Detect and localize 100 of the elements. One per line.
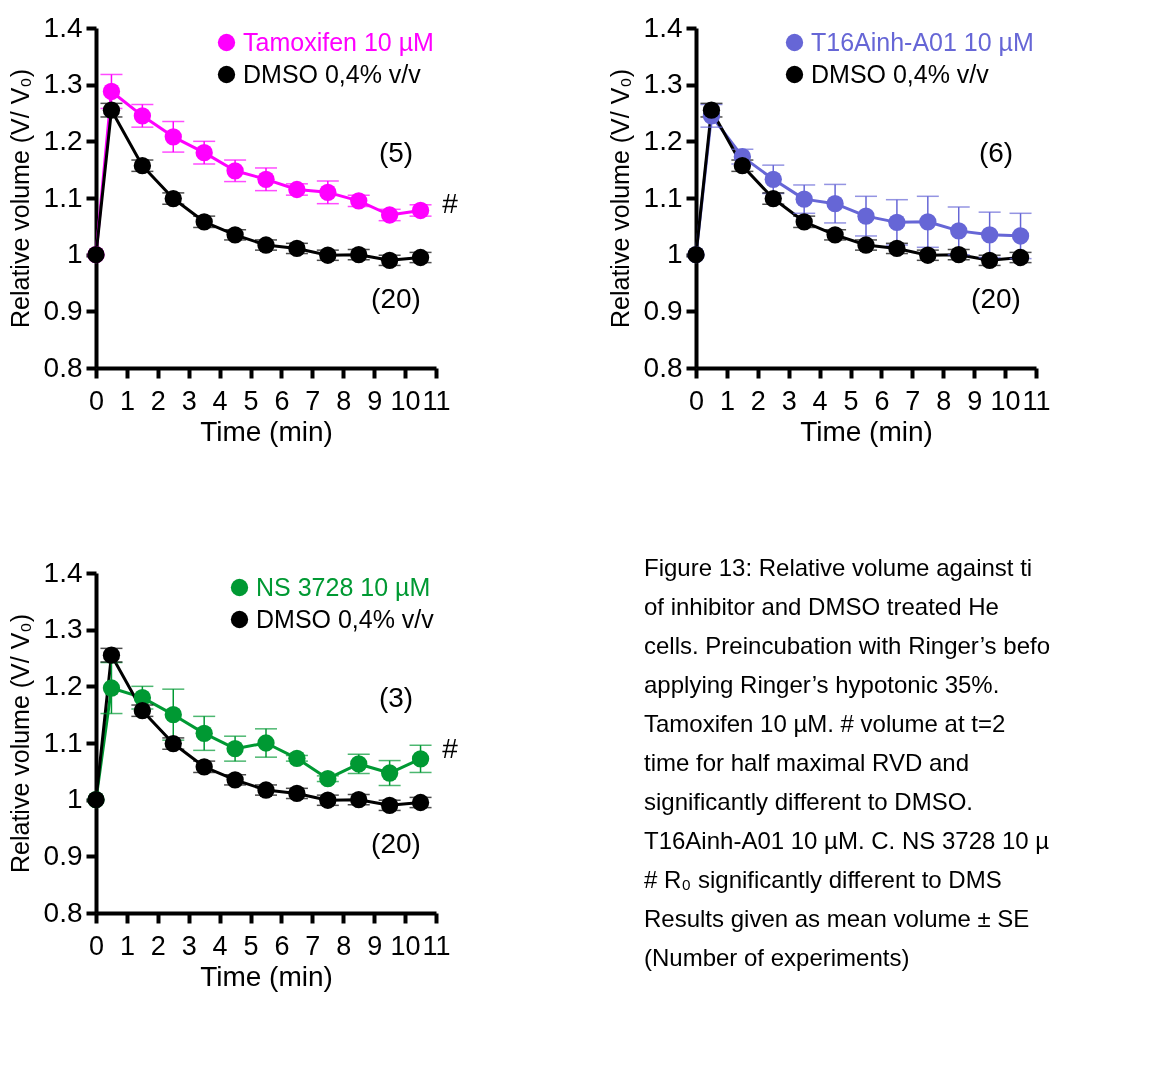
text: Results given as mean volume ± SE	[644, 904, 1030, 932]
y-axis-title: Relative volume (V/ V₀)	[5, 613, 34, 874]
y-tick-label: 0.8	[43, 351, 83, 383]
y-tick-label: 1.4	[43, 11, 83, 43]
text: applying Ringer’s hypotonic 35%.	[644, 670, 1000, 698]
x-tick-label: 1	[119, 385, 135, 416]
x-tick-label: 6	[274, 930, 290, 961]
x-tick-label: 0	[88, 385, 105, 416]
point	[195, 724, 213, 743]
y-tick-label: 1.2	[43, 124, 83, 156]
x-tick-label: 8	[936, 385, 952, 416]
legend-label: NS 3728 10 µM	[256, 572, 431, 601]
y-tick-label: 1.4	[43, 556, 83, 588]
text: Tamoxifen 10 µM. # volume at t=2	[644, 709, 1006, 737]
x-tick-label: 2	[750, 385, 766, 416]
text: time for half maximal RVD and	[644, 748, 970, 776]
x-axis-title: Time (min)	[200, 415, 333, 447]
x-tick-label: 3	[181, 385, 197, 416]
y-tick-label: 1.1	[43, 181, 83, 213]
x-tick-label: 3	[781, 385, 797, 416]
point	[980, 226, 999, 244]
annotation: (20)	[371, 283, 421, 314]
legend-label: T16Ainh-A01 10 µM	[811, 27, 1034, 56]
text: #	[442, 187, 459, 219]
x-tick-label: 1	[719, 385, 735, 416]
x-tick-label: 9	[967, 385, 983, 416]
y-tick-label: 0.9	[43, 294, 83, 326]
y-axis-title: Relative volume (V/ V₀)	[605, 68, 634, 329]
point	[826, 195, 844, 213]
point	[888, 213, 906, 232]
x-tick-label: 6	[274, 385, 290, 416]
annotation: (3)	[378, 681, 414, 713]
text: cells. Preincubation with Ringer’s befo	[644, 631, 1050, 659]
x-tick-label: 4	[212, 385, 228, 416]
point	[102, 679, 121, 697]
y-tick-label: 1.1	[43, 726, 83, 758]
x-tick-label: 0	[88, 930, 105, 961]
x-tick-label: 11	[1022, 385, 1051, 416]
y-tick-label: 0.9	[43, 839, 83, 871]
x-tick-label: 11	[422, 385, 451, 416]
x-tick-label: 7	[905, 385, 921, 416]
x-tick-label: 8	[336, 385, 352, 416]
text: of inhibitor and DMSO treated He	[644, 592, 999, 620]
x-tick-label: 5	[243, 385, 259, 416]
y-tick-label: 0.8	[643, 351, 683, 383]
y-tick-label: 1.3	[43, 68, 83, 100]
point	[164, 128, 182, 146]
x-tick-label: 9	[367, 930, 383, 961]
y-tick-label: 0.9	[643, 294, 683, 326]
x-tick-label: 9	[367, 385, 383, 416]
x-tick-label: 2	[150, 385, 166, 416]
caption: Figure 13: Relative volume against ti	[644, 553, 1033, 581]
annotation: (20)	[971, 283, 1021, 314]
point	[226, 740, 244, 758]
point	[857, 207, 875, 225]
x-tick-label: 3	[181, 930, 197, 961]
y-tick-label: 1.2	[43, 669, 83, 701]
x-axis-title: Time (min)	[200, 960, 333, 992]
x-tick-label: 5	[243, 930, 259, 961]
annotation: (6)	[978, 136, 1014, 168]
x-tick-label: 6	[874, 385, 890, 416]
text: # R₀ significantly different to DMS	[644, 865, 1002, 893]
point	[795, 190, 813, 208]
text: (Number of experiments)	[644, 943, 910, 971]
x-tick-label: 11	[422, 930, 451, 961]
x-tick-label: 2	[150, 930, 166, 961]
legend-label: DMSO 0,4% v/v	[811, 59, 990, 88]
x-tick-label: 10	[390, 930, 421, 961]
legend-label: Tamoxifen 10 µM	[243, 27, 434, 56]
annotation: (20)	[371, 828, 421, 859]
point	[380, 764, 399, 782]
y-tick-label: 1.2	[643, 124, 683, 156]
x-tick-label: 7	[305, 930, 321, 961]
text: #	[442, 732, 459, 764]
y-tick-label: 1	[66, 238, 83, 270]
x-tick-label: 10	[990, 385, 1021, 416]
x-tick-label: 1	[119, 930, 135, 961]
x-tick-label: 0	[688, 385, 705, 416]
y-tick-label: 1.4	[643, 11, 683, 43]
point	[257, 734, 275, 752]
x-tick-label: 8	[336, 930, 352, 961]
x-tick-label: 7	[305, 385, 321, 416]
y-axis-title: Relative volume (V/ V₀)	[5, 68, 34, 329]
y-tick-label: 0.8	[43, 896, 83, 928]
x-tick-label: 4	[812, 385, 828, 416]
y-tick-label: 1.3	[643, 68, 683, 100]
point	[411, 750, 430, 768]
point	[919, 213, 937, 231]
legend-label: DMSO 0,4% v/v	[243, 59, 422, 88]
y-tick-label: 1	[66, 783, 83, 815]
text: T16Ainh-A01 10 µM. C. NS 3728 10 µ	[644, 826, 1050, 854]
x-tick-label: 10	[390, 385, 421, 416]
x-tick-label: 4	[212, 930, 228, 961]
y-tick-label: 1.1	[643, 181, 683, 213]
y-tick-label: 1	[666, 238, 683, 270]
legend-label: DMSO 0,4% v/v	[256, 604, 435, 633]
point	[102, 82, 121, 101]
point	[764, 170, 782, 188]
x-tick-label: 5	[843, 385, 859, 416]
x-axis-title: Time (min)	[800, 415, 933, 447]
